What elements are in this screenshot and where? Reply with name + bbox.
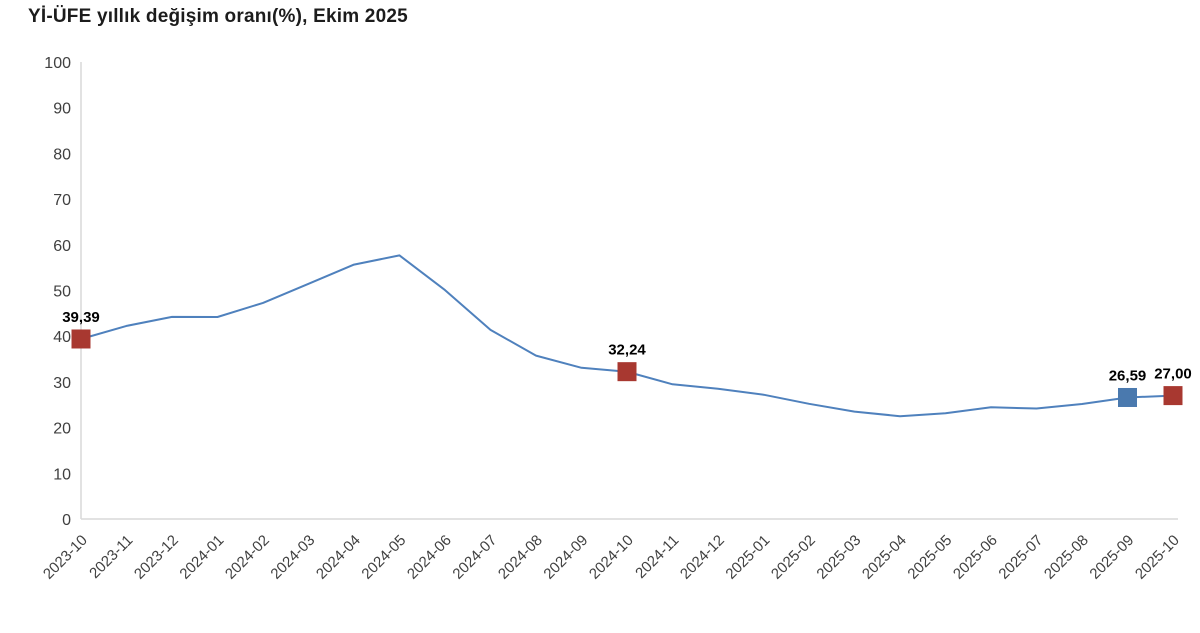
y-tick-label: 80 <box>53 146 71 163</box>
y-tick-label: 30 <box>53 375 71 392</box>
x-tick-label: 2025-02 <box>768 532 819 583</box>
x-tick-label: 2025-10 <box>1132 532 1183 583</box>
y-tick-label: 100 <box>44 55 71 72</box>
x-tick-label: 2024-01 <box>176 532 227 583</box>
x-tick-label: 2024-04 <box>313 532 364 583</box>
x-tick-label: 2024-06 <box>404 532 455 583</box>
x-tick-label: 2025-01 <box>722 532 773 583</box>
data-point-label: 26,59 <box>1109 367 1147 384</box>
y-tick-label: 40 <box>53 329 71 346</box>
data-point-label: 27,00 <box>1154 366 1192 383</box>
chart-title: Yİ-ÜFE yıllık değişim oranı(%), Ekim 202… <box>28 6 408 27</box>
data-point-marker <box>1163 386 1183 406</box>
data-point-marker <box>1118 387 1137 407</box>
y-tick-label: 10 <box>53 466 71 483</box>
y-tick-label: 0 <box>62 512 71 529</box>
data-point-marker <box>71 329 91 349</box>
trend-line <box>80 254 1174 418</box>
data-point-label: 32,24 <box>608 342 646 359</box>
y-tick-label: 60 <box>53 238 71 255</box>
x-tick-label: 2025-05 <box>904 532 955 583</box>
data-point-label: 39,39 <box>62 309 100 326</box>
x-tick-label: 2025-03 <box>813 532 864 583</box>
x-tick-label: 2025-06 <box>950 532 1001 583</box>
x-tick-label: 2024-09 <box>540 532 591 583</box>
x-tick-label: 2025-07 <box>995 532 1046 583</box>
x-tick-label: 2025-04 <box>859 532 910 583</box>
x-tick-label: 2025-08 <box>1041 532 1092 583</box>
data-point-marker <box>617 362 637 382</box>
x-tick-label: 2024-08 <box>495 532 546 583</box>
x-tick-label: 2024-02 <box>222 532 273 583</box>
x-tick-label: 2023-11 <box>86 532 136 582</box>
x-tick-label: 2023-12 <box>131 532 182 583</box>
x-tick-label: 2024-11 <box>632 532 682 582</box>
x-tick-label: 2024-10 <box>586 532 637 583</box>
y-tick-label: 20 <box>53 421 71 438</box>
y-tick-label: 50 <box>53 284 71 301</box>
x-tick-label: 2025-09 <box>1086 532 1137 583</box>
y-tick-label: 70 <box>53 192 71 209</box>
x-tick-label: 2023-10 <box>40 532 91 583</box>
x-tick-label: 2024-05 <box>358 532 409 583</box>
x-tick-label: 2024-07 <box>449 532 500 583</box>
x-tick-label: 2024-12 <box>677 532 728 583</box>
x-tick-label: 2024-03 <box>267 532 318 583</box>
y-tick-label: 90 <box>53 101 71 118</box>
